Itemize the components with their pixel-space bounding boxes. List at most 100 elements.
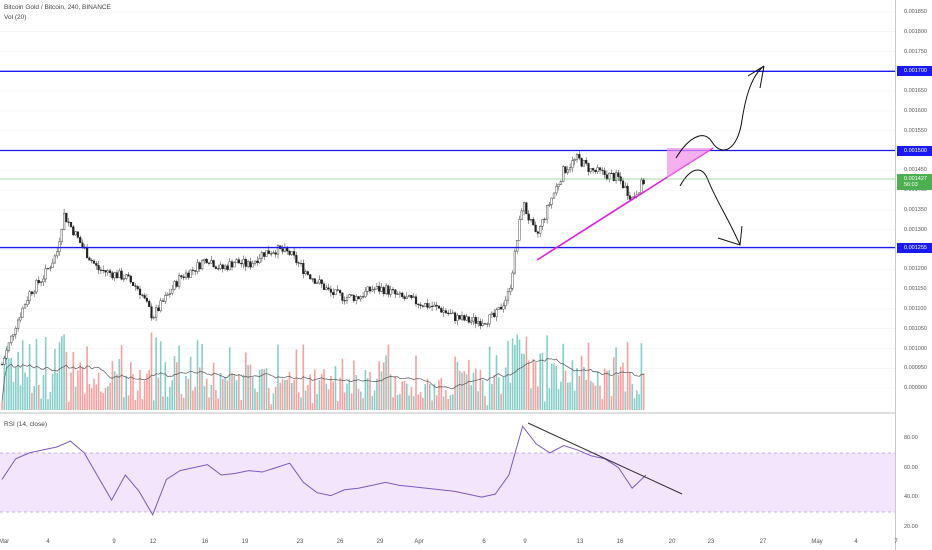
candle-body [410, 294, 413, 298]
volume-bar [585, 379, 587, 410]
volume-bar [245, 352, 247, 410]
candle-body [258, 258, 261, 263]
volume-bar [130, 362, 132, 410]
candle-body [474, 317, 477, 324]
volume-bar [638, 394, 640, 410]
candle-body [99, 269, 102, 271]
candle-body [562, 166, 565, 182]
candle-body [106, 270, 109, 273]
candle-body [65, 212, 68, 223]
volume-bar [440, 377, 443, 410]
candle-body [145, 297, 148, 302]
volume-bar [203, 386, 206, 410]
volume-bar [532, 358, 535, 410]
volume-bar [153, 400, 155, 410]
rsi-divergence-trendline[interactable] [527, 422, 683, 495]
candle-body [198, 262, 201, 270]
candle-body [251, 263, 254, 268]
volume-bar [539, 353, 541, 410]
candle-body [295, 255, 298, 263]
price-tick-label: 0.001850 [904, 8, 927, 15]
candle-body [95, 263, 98, 266]
volume-bar [636, 390, 638, 410]
candle-body [523, 202, 526, 212]
candle-body [525, 202, 528, 215]
volume-bar [210, 384, 213, 410]
candle-body [242, 259, 245, 265]
volume-bar [196, 340, 199, 410]
volume-bar [132, 374, 134, 410]
volume-bar [42, 374, 45, 410]
volume-bar [51, 373, 54, 410]
volume-indicator-label[interactable]: Vol (20) [4, 14, 27, 21]
volume-bar [323, 369, 325, 410]
price-axis[interactable] [895, 0, 932, 550]
candle-body [428, 305, 431, 308]
candle-body [617, 172, 620, 177]
volume-bar [438, 380, 440, 410]
volume-bar [107, 386, 109, 410]
candle-body [642, 179, 645, 185]
volume-bar [49, 391, 52, 410]
bearish-scenario-arrow[interactable] [679, 169, 741, 246]
volume-bar [63, 334, 65, 410]
volume-bar [111, 361, 114, 410]
price-tick-label: 0.000900 [904, 385, 927, 392]
candle-body [592, 168, 595, 171]
bullish-scenario-arrow[interactable] [675, 65, 765, 159]
volume-bar [148, 369, 150, 410]
volume-bar [270, 404, 272, 410]
volume-bar [84, 393, 86, 410]
price-tick-label: 0.000950 [904, 365, 927, 372]
horizontal-levels[interactable] [0, 70, 895, 249]
candle-body [177, 275, 181, 287]
candle-body [534, 224, 537, 232]
candle-body [297, 262, 300, 264]
candle-body [129, 275, 132, 283]
volume-bar [81, 367, 84, 410]
candle-body [88, 257, 91, 261]
volume-bar [484, 395, 486, 410]
volume-bar [394, 376, 397, 410]
candle-body [253, 260, 257, 264]
rsi-indicator-label[interactable]: RSI (14, close) [4, 421, 47, 428]
candle-body [150, 306, 153, 319]
price-tick-label: 0.001750 [904, 48, 927, 55]
price-tag: 56:03 [897, 180, 932, 191]
volume-bar [228, 347, 231, 410]
price-tick-label: 0.001350 [904, 206, 927, 213]
volume-bar [300, 397, 302, 410]
candle-body [456, 315, 459, 321]
candle-body [127, 274, 130, 277]
breakout-zone[interactable] [667, 148, 713, 178]
candle-body [10, 335, 13, 344]
candle-body [134, 285, 137, 287]
candle-body [200, 260, 204, 270]
candle-body [435, 304, 438, 307]
volume-bar [433, 383, 436, 410]
candle-body [309, 274, 312, 279]
candle-body [465, 316, 468, 321]
volume-bar [19, 385, 22, 410]
candle-body [527, 213, 530, 221]
candle-body [364, 291, 367, 298]
time-tick-label: 12 [149, 539, 157, 545]
volume-bar [596, 370, 599, 410]
volume-bar [518, 339, 521, 410]
candle-body [72, 226, 75, 236]
candle-body [175, 281, 178, 287]
volume-bar [385, 355, 387, 410]
candle-body [210, 260, 213, 264]
candle-body [603, 170, 606, 175]
candle-body [352, 295, 355, 302]
volume-bar [580, 355, 583, 410]
volume-bar [320, 374, 323, 410]
volume-bar [553, 363, 555, 410]
volume-bar [412, 396, 415, 410]
candle-body [322, 283, 326, 290]
candle-body [90, 259, 93, 262]
price-tag: 0.001500 [897, 145, 932, 156]
candle-body [506, 291, 510, 301]
